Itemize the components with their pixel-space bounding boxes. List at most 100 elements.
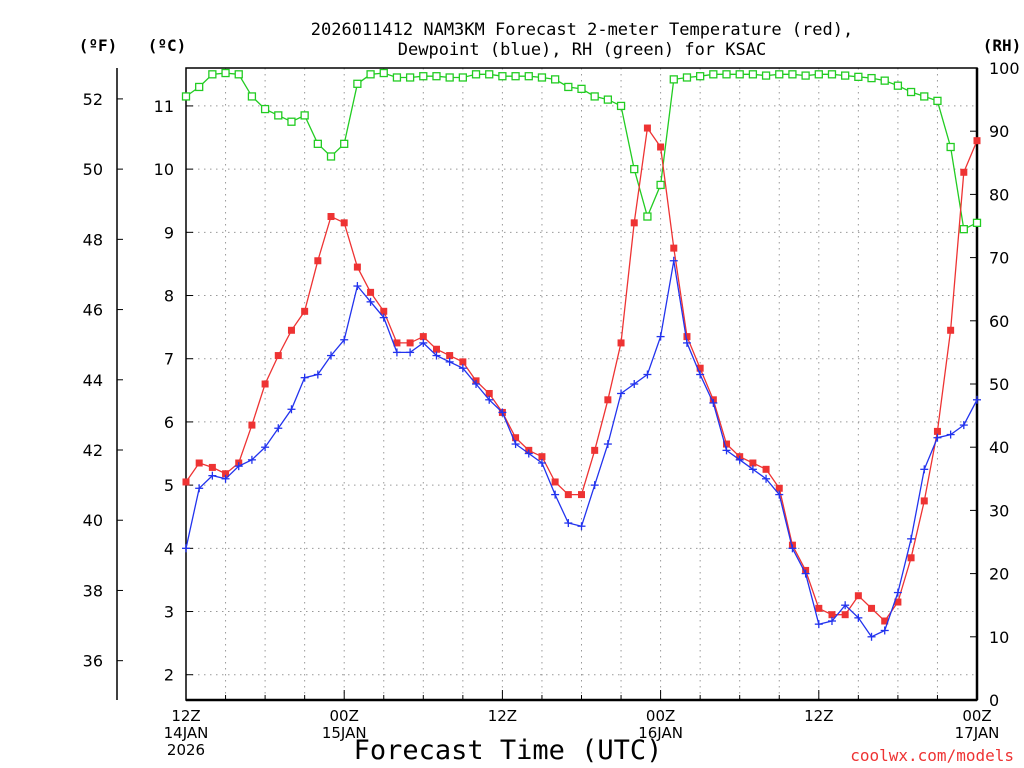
dewpoint-point (353, 282, 362, 291)
temperature-point (301, 307, 309, 315)
celsius-tick-label: 10 (154, 160, 174, 179)
temperature-point (670, 244, 678, 252)
rh-point (972, 218, 982, 227)
rh-point (353, 79, 362, 88)
temperature-point (314, 257, 322, 265)
dewpoint-point (617, 389, 626, 398)
x-tick-label: 2026 (167, 741, 205, 759)
temperature-point (604, 396, 612, 404)
dewpoint-point (762, 474, 771, 483)
dewpoint-point (577, 522, 586, 531)
rh-point (722, 70, 731, 79)
rh-tick-label: 0 (989, 691, 999, 710)
temperature-point (881, 617, 889, 625)
rh-tick-label: 50 (989, 375, 1009, 394)
temperature-point (591, 446, 599, 454)
rh-point (471, 70, 481, 79)
rh-point (933, 96, 942, 106)
x-tick-label: 15JAN (322, 724, 367, 742)
dewpoint-point (498, 408, 507, 417)
dewpoint-point (406, 348, 415, 357)
rh-point (577, 84, 586, 94)
rh-point (867, 73, 876, 83)
fahrenheit-tick-label: 44 (83, 371, 103, 390)
fahrenheit-tick-label: 46 (83, 301, 103, 320)
rh-tick-label: 20 (989, 565, 1009, 584)
dewpoint-point (722, 446, 731, 455)
rh-point (669, 75, 678, 84)
rh-point (537, 73, 547, 82)
temperature-point (380, 307, 388, 315)
dewpoint-point (880, 626, 889, 635)
temperature-point (973, 137, 981, 145)
x-tick-label: 16JAN (638, 724, 683, 742)
x-tick-label: 12Z (171, 707, 200, 725)
dewpoint-point (274, 424, 283, 433)
dewpoint-point (959, 421, 968, 430)
rh-unit-label: (RH) (983, 36, 1022, 55)
x-tick-label: 00Z (962, 707, 991, 725)
temperature-point (261, 380, 269, 388)
dewpoint-point (920, 465, 929, 474)
temperature-point (353, 263, 361, 271)
dewpoint-point (775, 490, 784, 499)
dewpoint-point (419, 338, 428, 347)
fahrenheit-tick-label: 42 (83, 441, 103, 460)
dewpoint-point (287, 405, 296, 414)
rh-point (405, 73, 415, 82)
celsius-unit-label: (ºC) (148, 36, 187, 55)
fahrenheit-unit-label: (ºF) (79, 36, 118, 55)
grid-lines (186, 68, 977, 700)
rh-tick-label: 60 (989, 312, 1009, 331)
dewpoint-point (827, 617, 836, 625)
temperature-point (182, 478, 190, 486)
temperature-point (446, 352, 454, 360)
rh-point (656, 180, 665, 190)
rh-point (340, 139, 349, 148)
temperature-point (419, 333, 427, 341)
rh-point (379, 68, 388, 78)
celsius-ticks: 2 3 4 5 6 7 8 9 10 11 (154, 97, 193, 685)
temperature-point (828, 611, 836, 619)
rh-point (221, 68, 230, 78)
dewpoint-point (327, 351, 336, 360)
temperature-point (723, 440, 731, 448)
x-tick-label: 00Z (330, 707, 359, 725)
temperature-point (749, 459, 757, 467)
rh-tick-label: 100 (989, 59, 1020, 78)
rh-point (458, 73, 468, 82)
dewpoint-series (182, 256, 981, 641)
rh-ticks: 0 10 20 30 40 50 60 70 80 90 100 (970, 59, 1020, 710)
temperature-point (406, 339, 414, 347)
rh-line (185, 72, 978, 231)
rh-point (392, 73, 402, 82)
dewpoint-point (946, 430, 955, 439)
chart-title-line2: Dewpoint (blue), RH (green) for KSAC (398, 40, 766, 60)
rh-point (498, 72, 507, 81)
rh-point (630, 164, 639, 174)
dewpoint-point (973, 395, 981, 404)
celsius-tick-label: 9 (164, 223, 174, 242)
rh-point (445, 73, 454, 82)
rh-point (709, 70, 718, 79)
celsius-tick-label: 7 (164, 350, 174, 369)
rh-point (247, 92, 257, 101)
celsius-tick-label: 5 (164, 476, 174, 495)
dewpoint-point (537, 459, 546, 467)
dewpoint-point (841, 601, 850, 610)
rh-point (274, 111, 283, 120)
temperature-point (907, 554, 915, 562)
temperature-point (222, 470, 230, 478)
dewpoint-point (656, 332, 665, 341)
dewpoint-point (182, 544, 190, 553)
temperature-point (920, 497, 928, 505)
dewpoint-point (854, 613, 863, 622)
dewpoint-point (933, 433, 942, 442)
rh-point (590, 92, 599, 101)
temperature-point (775, 484, 783, 492)
x-axis-label: Forecast Time (UTC) (354, 735, 663, 766)
temperature-point (868, 604, 876, 612)
x-tick-label: 17JAN (955, 724, 1000, 742)
temperature-point (393, 339, 401, 347)
rh-point (260, 104, 270, 114)
